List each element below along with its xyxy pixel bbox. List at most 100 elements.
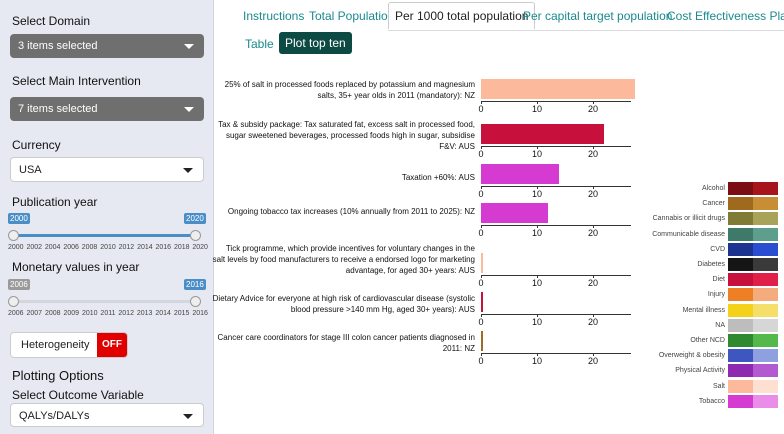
x-axis-tick-label: 0 [478,278,484,288]
bar[interactable] [481,79,635,99]
bar[interactable] [481,203,549,223]
legend-label: Alcohol [702,185,725,192]
x-axis-tick-label: 10 [531,317,543,327]
currency-select[interactable]: USA [10,157,204,182]
pubyear-tick-label: 2020 [192,244,208,251]
chevron-down-icon [183,168,193,173]
legend-swatch [728,197,753,211]
bar[interactable] [481,124,605,144]
legend-label: Cancer [702,200,725,208]
legend-swatch [753,394,778,408]
bar[interactable] [481,253,483,273]
legend-swatch [753,273,778,287]
pubyear-tick-label: 2006 [63,244,79,251]
legend-swatch [728,182,753,195]
pubyear-slider-fill [12,234,195,237]
x-axis-tick-label: 10 [531,228,543,238]
monetary-max-handle[interactable] [190,296,201,307]
legend-label: Communicable disease [652,230,725,238]
monetary-label: Monetary values in year [12,260,140,274]
pubyear-slider[interactable] [12,234,195,237]
x-axis-tick [481,146,482,149]
monetary-tick-label: 2009 [63,310,80,317]
tab-total-population[interactable]: Total Population [309,9,395,23]
tab-per-capita-target[interactable]: Per capital target population [523,9,673,23]
tab-cost-effectiveness[interactable]: Cost Effectiveness Plane [667,9,784,23]
monetary-min-badge: 2006 [8,279,30,290]
legend-swatch [728,364,753,378]
heterogeneity-off-switch[interactable]: OFF [97,333,127,357]
x-axis-tick-label: 10 [531,189,543,199]
legend-swatch [753,334,778,347]
bar[interactable] [481,164,560,184]
chevron-down-icon [184,107,194,112]
x-axis-tick [593,146,594,149]
intervention-label: 25% of salt in processed foods replaced … [224,80,475,100]
monetary-min-handle[interactable] [8,296,19,307]
x-axis-tick [593,275,594,278]
domain-select[interactable]: 3 items selected [10,34,204,58]
legend-swatch [728,394,753,408]
x-axis-tick-label: 20 [587,104,599,114]
legend-swatch [753,197,778,211]
x-axis-tick [537,314,538,317]
x-axis-tick-label: 10 [531,149,543,159]
intervention-label: Tax & subsidy package: Tax saturated fat… [218,120,475,151]
legend-swatch [728,303,753,317]
tab-per-1000[interactable]: Per 1000 total population [388,2,536,29]
x-axis [481,101,631,102]
x-axis [481,186,631,187]
domain-select-value: 3 items selected [18,40,98,52]
outcome-select[interactable]: QALYs/DALYs [10,403,204,427]
intervention-label: Tick programme, which provide incentives… [212,244,475,275]
x-axis-tick [481,101,482,104]
domain-label: Select Domain [12,14,91,28]
pubyear-max-badge: 2020 [184,213,206,224]
tab-instructions[interactable]: Instructions [243,9,305,23]
x-axis-tick [481,225,482,228]
monetary-slider-fill [12,300,195,303]
legend-label: CVD [710,245,725,253]
monetary-tick-label: 2007 [26,310,43,317]
legend-swatch [753,258,778,271]
x-axis-tick [481,275,482,278]
x-axis-tick-label: 10 [531,104,543,114]
x-axis-tick-label: 0 [478,104,484,114]
pubyear-max-handle[interactable] [190,230,201,241]
x-axis-tick [593,353,594,356]
pubyear-min-handle[interactable] [8,230,19,241]
pubyear-tick-label: 2010 [100,244,116,251]
monetary-tick-label: 2011 [100,310,116,317]
bar[interactable] [481,292,483,312]
monetary-tick-label: 2010 [81,310,98,317]
x-axis-tick-label: 10 [531,278,543,288]
x-axis-tick [537,146,538,149]
x-axis-tick [593,186,594,189]
legend-swatch [728,318,753,332]
x-axis-tick-label: 0 [478,228,484,238]
intervention-select[interactable]: 7 items selected [10,97,204,121]
x-axis-tick-label: 20 [587,149,599,159]
x-axis [481,146,631,147]
intervention-label: Select Main Intervention [12,74,141,88]
legend-swatch [753,379,778,393]
x-axis-tick [481,353,482,356]
intervention-label: Cancer care coordinators for stage III c… [217,333,475,353]
x-axis-tick [481,314,482,317]
monetary-tick-label: 2013 [136,310,153,317]
monetary-tick-label: 2014 [155,310,171,317]
bar[interactable] [481,331,483,351]
monetary-slider[interactable] [12,300,195,303]
chevron-down-icon [184,44,194,49]
x-axis-tick [593,314,594,317]
legend-label: Diabetes [697,261,725,268]
subtab-plot-top-ten[interactable]: Plot top ten [279,32,352,54]
legend-label: NA [715,321,725,329]
heterogeneity-toggle[interactable]: Heterogeneity OFF [10,332,128,358]
sidebar: Select Domain 3 items selected Select Ma… [0,0,214,434]
subtab-table[interactable]: Table [245,37,274,51]
intervention-label: Taxation +60%: AUS [401,173,475,182]
pubyear-tick-label: 2016 [155,244,172,251]
legend-swatch [728,379,753,393]
x-axis-tick-label: 20 [587,356,599,366]
